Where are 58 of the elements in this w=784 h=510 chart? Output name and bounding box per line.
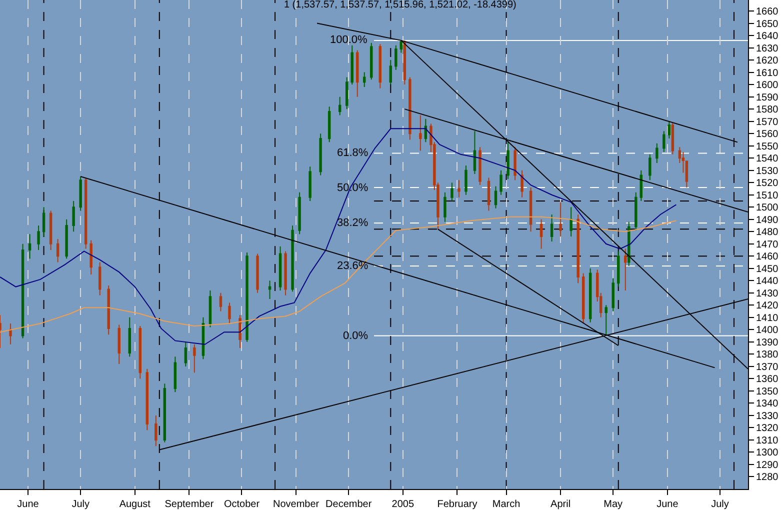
y-tick-label: 1310 [756,435,779,446]
annotation: 38.2% [337,217,368,229]
y-tick-label: 1500 [756,202,779,214]
x-tick-label: May [604,499,623,510]
y-tick-label: 1400 [756,325,779,336]
y-tick-label: 1320 [756,423,779,434]
y-tick-label: 1610 [756,68,779,79]
y-tick-label: 1380 [756,350,779,361]
y-tick-label: 1590 [756,92,779,104]
y-tick-label: 1630 [756,43,779,54]
y-tick-label: 1620 [756,56,779,67]
y-tick-label: 1460 [756,252,779,263]
y-tick-label: 1440 [756,276,779,288]
x-tick-label: July [72,499,90,510]
x-tick-label: September [164,499,214,510]
y-tick-label: 1290 [756,460,779,471]
y-tick-label: 1390 [756,337,779,348]
y-tick-label: 1600 [756,80,779,92]
y-tick-label: 1420 [756,300,779,312]
x-tick-label: July [711,499,729,510]
x-tick-label: October [224,499,260,510]
y-tick-label: 1640 [756,31,779,42]
annotation: 0.0% [343,330,368,342]
y-tick-label: 1300 [756,448,779,459]
y-tick-label: 1470 [756,239,779,250]
y-tick-label: 1370 [756,362,779,373]
y-tick-label: 1490 [756,214,779,226]
y-tick-label: 1540 [756,154,779,165]
y-tick-label: 1280 [756,472,779,484]
x-tick-label: August [119,499,151,510]
x-tick-label: February [437,499,478,510]
y-tick-label: 1520 [756,178,779,190]
y-tick-label: 1410 [756,312,779,324]
y-tick-label: 1530 [756,166,779,177]
annotation: 61.8% [337,147,368,159]
y-tick-label: 1510 [756,190,779,202]
y-tick-label: 1350 [756,386,779,398]
y-tick-label: 1480 [756,227,779,238]
y-tick-label: 1450 [756,264,779,275]
x-tick-label: November [272,499,320,510]
y-tick-label: 1340 [756,398,779,410]
y-tick-label: 1570 [756,116,779,128]
x-tick-label: June [656,499,679,510]
x-tick-label: March [492,499,520,510]
y-tick-label: 1650 [756,18,779,30]
y-tick-label: 1360 [756,374,779,386]
x-tick-label: December [326,499,372,510]
y-tick-label: 1430 [756,288,779,300]
y-tick-label: 1560 [756,129,779,140]
x-tick-label: April [550,499,571,510]
x-tick-label: 2005 [392,499,414,510]
annotation: 100.0% [330,34,368,46]
y-tick-label: 1330 [756,410,779,422]
y-tick-label: 1580 [756,104,779,116]
y-tick-label: 1550 [756,141,779,152]
x-tick-label: June [17,499,40,510]
y-tick-label: 1660 [756,6,779,18]
chart-title: 1 (1,537.57, 1,537.57, 1,515.96, 1,521.02, -18.4399) [284,0,516,11]
